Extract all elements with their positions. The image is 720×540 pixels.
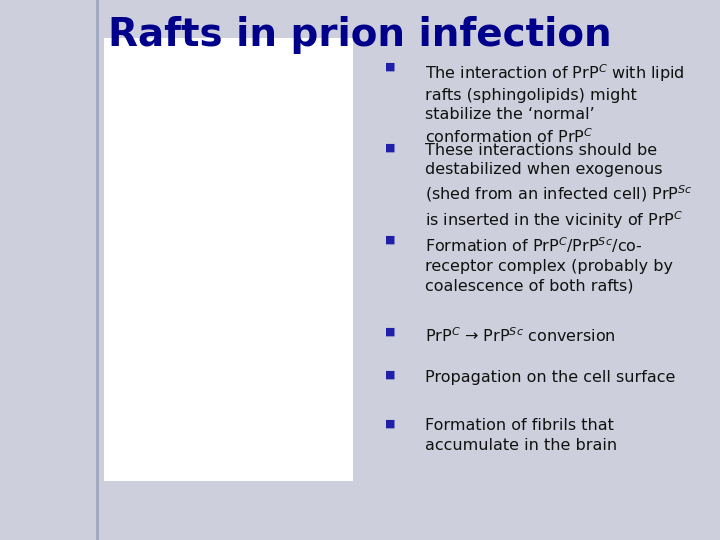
Text: ■: ■ xyxy=(385,235,396,245)
Text: PrP$^C$ → PrP$^{Sc}$ conversion: PrP$^C$ → PrP$^{Sc}$ conversion xyxy=(425,327,616,346)
Text: ■: ■ xyxy=(385,418,396,429)
Text: Propagation on the cell surface: Propagation on the cell surface xyxy=(425,370,675,385)
Text: ■: ■ xyxy=(385,62,396,72)
FancyBboxPatch shape xyxy=(104,38,353,481)
Text: ■: ■ xyxy=(385,327,396,337)
Text: These interactions should be
destabilized when exogenous
(shed from an infected : These interactions should be destabilize… xyxy=(425,143,693,231)
Text: ■: ■ xyxy=(385,143,396,153)
Text: ■: ■ xyxy=(385,370,396,380)
Text: Formation of fibrils that
accumulate in the brain: Formation of fibrils that accumulate in … xyxy=(425,418,617,453)
Text: Rafts in prion infection: Rafts in prion infection xyxy=(108,16,612,54)
Text: The interaction of PrP$^C$ with lipid
rafts (sphingolipids) might
stabilize the : The interaction of PrP$^C$ with lipid ra… xyxy=(425,62,685,146)
Text: Formation of PrP$^C$/PrP$^{Sc}$/co-
receptor complex (probably by
coalescence of: Formation of PrP$^C$/PrP$^{Sc}$/co- rece… xyxy=(425,235,672,293)
